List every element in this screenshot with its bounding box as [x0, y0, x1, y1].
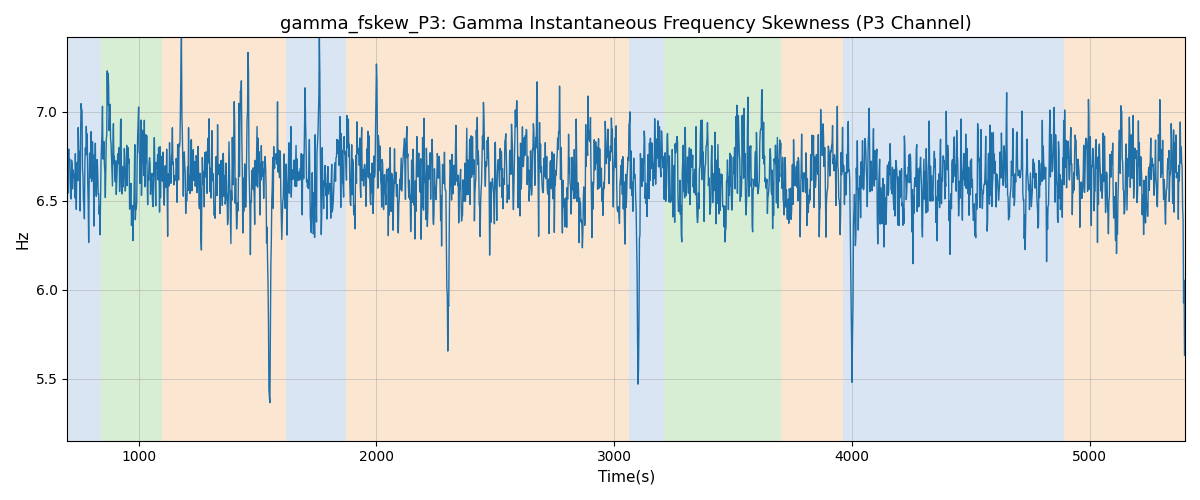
Bar	[781, 38, 842, 440]
Bar	[286, 38, 346, 440]
X-axis label: Time(s): Time(s)	[598, 470, 655, 485]
Bar	[101, 38, 162, 440]
Bar	[629, 38, 664, 440]
Bar	[162, 38, 286, 440]
Y-axis label: Hz: Hz	[16, 230, 30, 249]
Bar	[664, 38, 781, 440]
Bar	[842, 38, 1063, 440]
Bar	[1063, 38, 1186, 440]
Bar	[346, 38, 629, 440]
Title: gamma_fskew_P3: Gamma Instantaneous Frequency Skewness (P3 Channel): gamma_fskew_P3: Gamma Instantaneous Freq…	[281, 15, 972, 34]
Bar	[67, 38, 101, 440]
